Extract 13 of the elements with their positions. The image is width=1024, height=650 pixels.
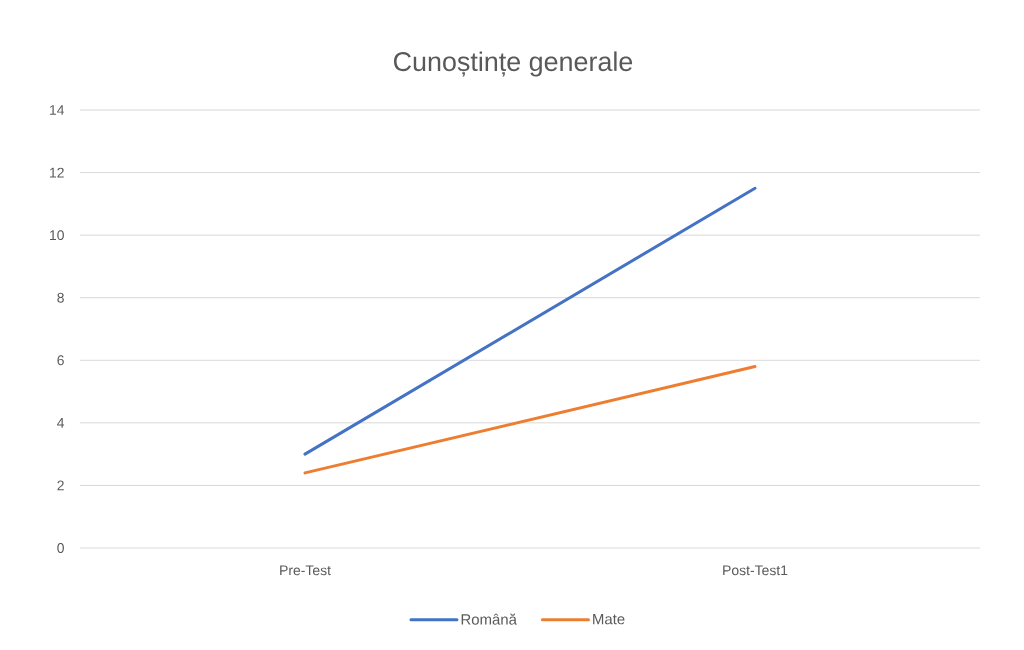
y-tick-label: 8 — [57, 292, 64, 303]
y-tick-label: 14 — [50, 105, 65, 115]
chart-title: Cunoștințe generale — [393, 51, 633, 77]
y-tick-label: 4 — [57, 418, 65, 428]
y-tick-label: 0 — [57, 543, 64, 553]
x-tick-label: Pre-Test — [280, 565, 331, 576]
y-tick-label: 6 — [57, 355, 64, 366]
y-tick-label: 2 — [57, 480, 64, 491]
x-tick-label: Post-Test1 — [723, 565, 788, 576]
legend-label: Română — [461, 613, 517, 625]
y-tick-label: 12 — [50, 167, 64, 178]
y-tick-label: 10 — [50, 230, 64, 241]
legend-label: Mate — [593, 613, 625, 625]
